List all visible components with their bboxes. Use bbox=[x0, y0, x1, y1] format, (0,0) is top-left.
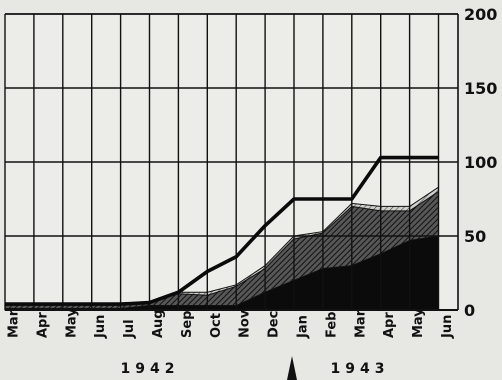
x-tick-label: Nov bbox=[238, 309, 253, 338]
x-tick-label: Apr bbox=[382, 312, 397, 338]
year-label: 1942 bbox=[121, 361, 180, 377]
x-tick-label: Apr bbox=[35, 312, 50, 338]
series-line-total bbox=[5, 155, 439, 306]
axis-labels: 0 50 100 150 200 Mar Apr May Jun Jul Aug Sep Oct Nov D… bbox=[6, 5, 497, 380]
y-tick-label: 150 bbox=[464, 79, 497, 98]
x-tick-label: May bbox=[64, 308, 79, 338]
y-tick-label: 200 bbox=[464, 5, 497, 24]
y-tick-label: 0 bbox=[464, 301, 475, 320]
x-tick-label: Dec bbox=[267, 311, 282, 338]
plot-area bbox=[4, 13, 459, 311]
x-tick-label: May bbox=[411, 308, 426, 338]
x-tick-label: Oct bbox=[209, 313, 224, 338]
x-tick-label: Jan bbox=[295, 315, 310, 339]
y-tick-label: 50 bbox=[464, 227, 486, 246]
x-tick-label: Mar bbox=[6, 309, 21, 338]
x-tick-label: Jul bbox=[122, 319, 137, 339]
x-tick-label: Aug bbox=[151, 309, 166, 338]
x-tick-label: Sep bbox=[180, 311, 195, 339]
arrow-marker bbox=[287, 356, 297, 380]
x-tick-label: Mar bbox=[353, 309, 368, 338]
y-tick-label: 100 bbox=[464, 153, 497, 172]
year-label: 1943 bbox=[331, 361, 390, 377]
x-tick-label: Jun bbox=[440, 315, 455, 339]
x-tick-label: Feb bbox=[324, 312, 339, 338]
x-tick-label: Jun bbox=[93, 315, 108, 339]
